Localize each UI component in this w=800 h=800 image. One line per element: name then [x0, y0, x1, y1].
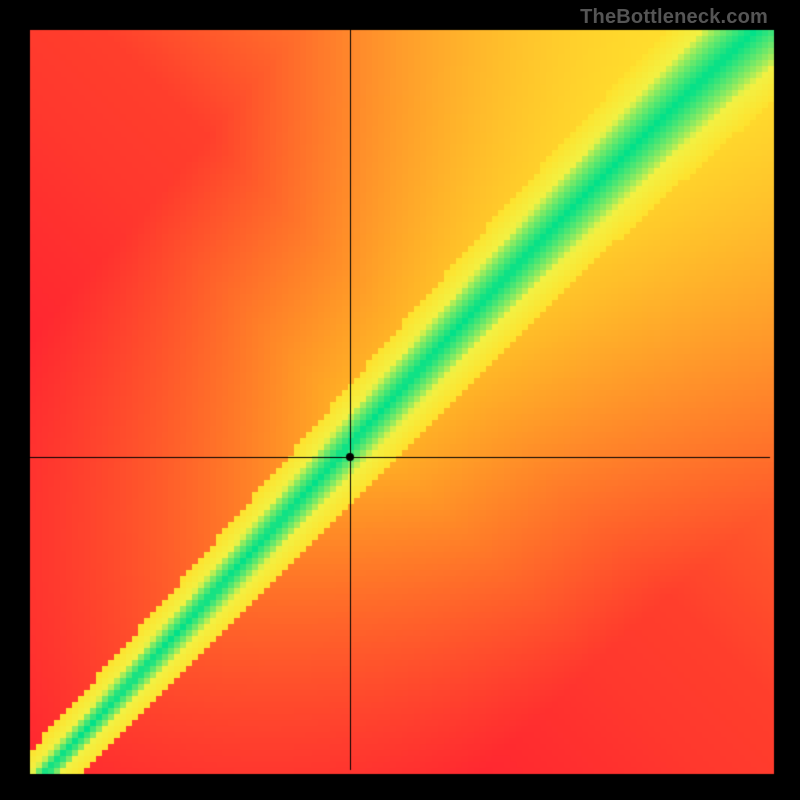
chart-container: TheBottleneck.com — [0, 0, 800, 800]
watermark-text: TheBottleneck.com — [580, 6, 768, 29]
heatmap-canvas — [0, 0, 800, 800]
